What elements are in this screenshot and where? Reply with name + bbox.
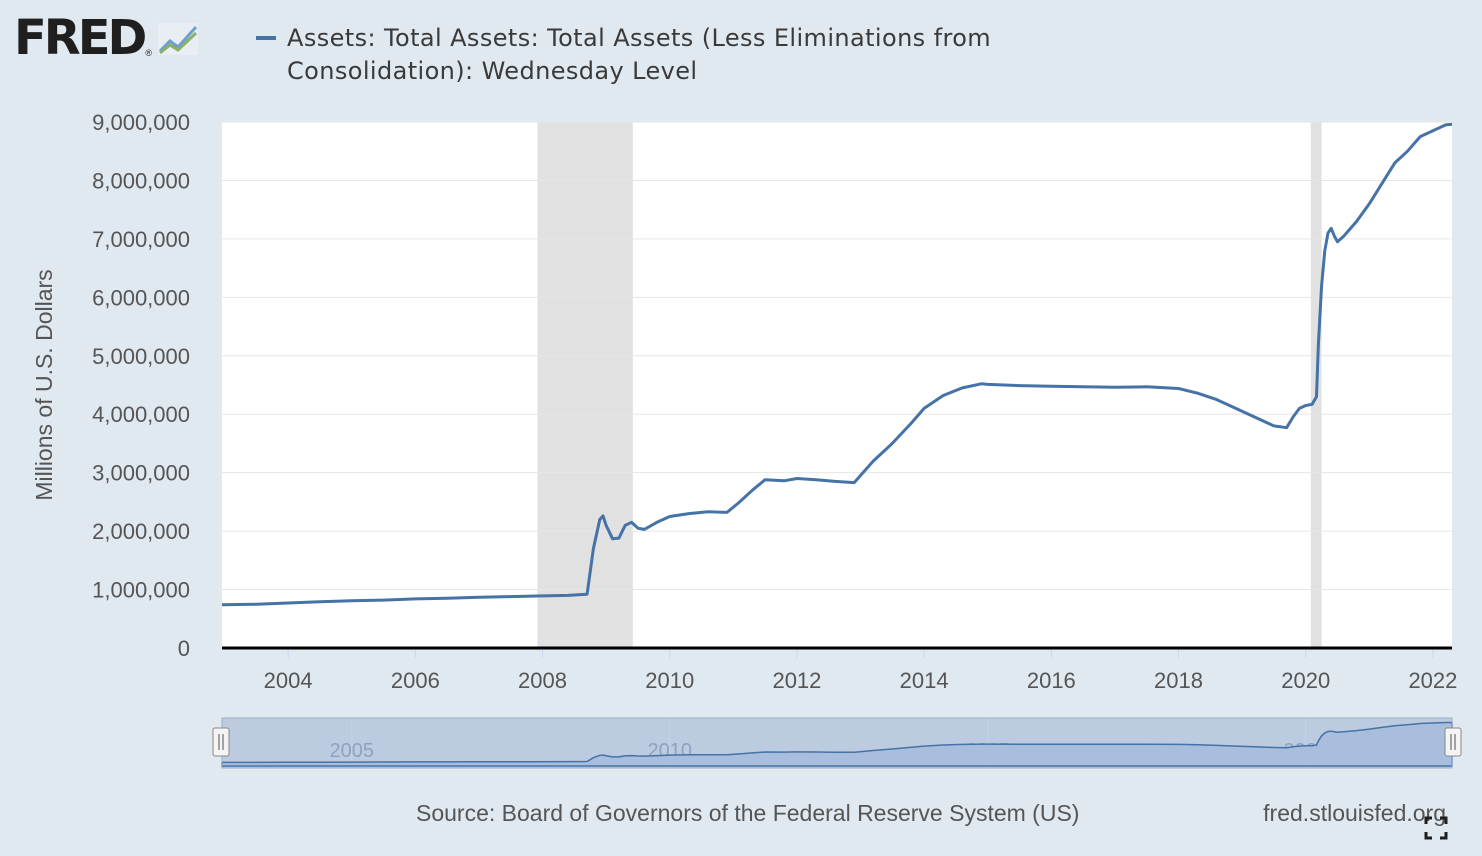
x-tick-label: 2016 bbox=[1027, 668, 1076, 693]
fred-logo[interactable]: FRED ® bbox=[14, 10, 199, 66]
logo-text: FRED bbox=[14, 10, 147, 66]
plot-background bbox=[222, 122, 1452, 648]
legend-series-swatch bbox=[256, 36, 276, 40]
legend-series-title: Assets: Total Assets: Total Assets (Less… bbox=[287, 24, 992, 85]
navigator-left-handle[interactable] bbox=[212, 727, 230, 757]
fullscreen-icon[interactable] bbox=[1424, 816, 1448, 840]
x-tick-label: 2004 bbox=[264, 668, 313, 693]
x-tick-label: 2012 bbox=[772, 668, 821, 693]
y-tick-label: 3,000,000 bbox=[92, 461, 190, 486]
x-tick-label: 2018 bbox=[1154, 668, 1203, 693]
x-tick-label: 2010 bbox=[645, 668, 694, 693]
navigator-series-area bbox=[221, 721, 1453, 767]
source-note: Source: Board of Governors of the Federa… bbox=[416, 800, 1080, 826]
y-tick-label: 0 bbox=[178, 636, 190, 661]
y-tick-label: 1,000,000 bbox=[92, 578, 190, 603]
y-tick-label: 6,000,000 bbox=[92, 285, 190, 310]
y-tick-label: 5,000,000 bbox=[92, 344, 190, 369]
navigator-tick-label: 2005 bbox=[329, 740, 374, 762]
y-tick-label: 4,000,000 bbox=[92, 402, 190, 427]
y-tick-label: 9,000,000 bbox=[92, 110, 190, 135]
chart-legend: Assets: Total Assets: Total Assets (Less… bbox=[256, 22, 1056, 88]
y-axis-label: Millions of U.S. Dollars bbox=[31, 269, 57, 500]
y-axis: 0 1,000,000 2,000,000 3,000,000 4,000,000 5,0… bbox=[92, 110, 190, 661]
range-navigator[interactable]: 2005201020152020 bbox=[212, 717, 1462, 769]
x-tick-label: 2020 bbox=[1281, 668, 1330, 693]
line-chart-icon bbox=[158, 23, 199, 60]
y-tick-label: 8,000,000 bbox=[92, 168, 190, 193]
x-tick-label: 2014 bbox=[900, 668, 949, 693]
logo-registered-mark: ® bbox=[145, 48, 153, 58]
series-line[interactable] bbox=[221, 122, 1453, 607]
y-tick-label: 7,000,000 bbox=[92, 227, 190, 252]
x-tick-label: 2022 bbox=[1408, 668, 1457, 693]
x-tick-label: 2008 bbox=[518, 668, 567, 693]
site-link[interactable]: fred.stlouisfed.org bbox=[1263, 800, 1446, 826]
y-tick-label: 2,000,000 bbox=[92, 519, 190, 544]
recession-band bbox=[537, 122, 633, 648]
x-tick-label: 2006 bbox=[391, 668, 440, 693]
x-axis: 2004 2006 2008 2010 2012 2014 2016 2018 2020 2022 bbox=[264, 648, 1457, 693]
navigator-right-handle[interactable] bbox=[1444, 727, 1462, 757]
